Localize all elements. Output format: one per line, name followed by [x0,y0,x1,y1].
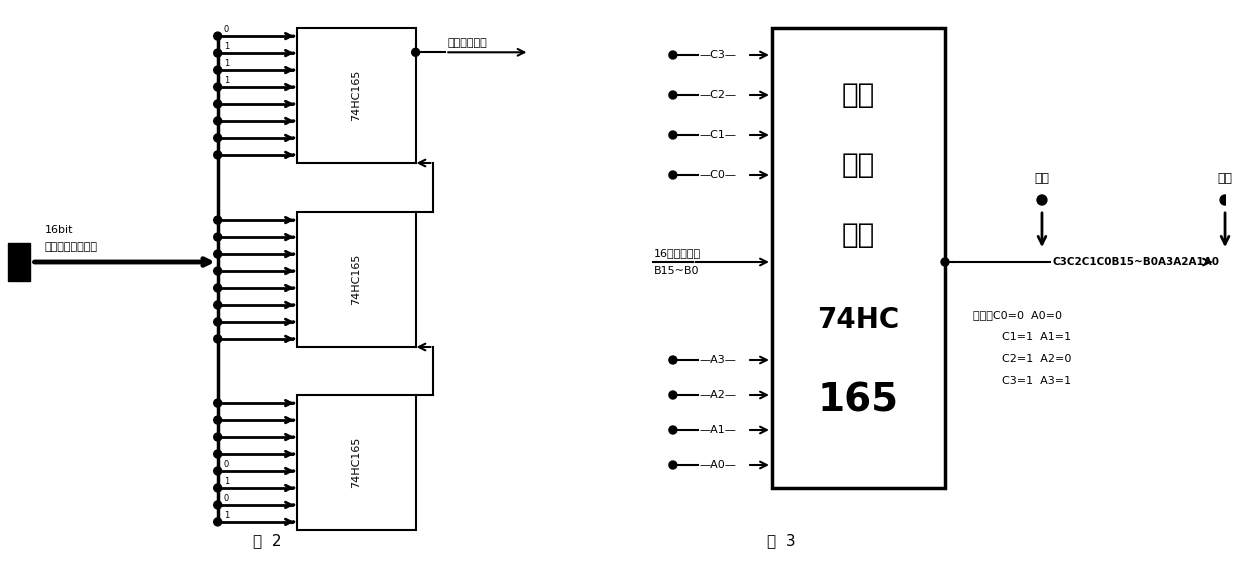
Circle shape [669,461,676,469]
Text: 74HC165: 74HC165 [351,70,362,121]
Circle shape [214,32,222,40]
Circle shape [214,399,222,407]
Circle shape [214,484,222,492]
Bar [297,28,415,163]
Circle shape [214,233,222,241]
Circle shape [214,117,222,125]
Circle shape [214,250,222,258]
Text: 16bit: 16bit [45,225,73,235]
Circle shape [669,51,676,59]
Text: 74HC165: 74HC165 [351,254,362,305]
Text: 其中，C0=0  A0=0: 其中，C0=0 A0=0 [973,310,1062,320]
Text: 74HC: 74HC [818,306,900,334]
Circle shape [214,267,222,275]
Text: C2=1  A2=0: C2=1 A2=0 [1002,354,1072,364]
Circle shape [669,356,676,364]
Circle shape [942,258,949,266]
Text: 165: 165 [818,381,900,419]
Circle shape [214,216,222,224]
Text: —A3—: —A3— [700,355,736,365]
Text: —A0—: —A0— [700,460,736,470]
Text: C3=1  A3=1: C3=1 A3=1 [1002,376,1072,386]
Text: 串并转换输出: 串并转换输出 [447,38,487,48]
Circle shape [214,66,222,74]
Text: 0: 0 [223,460,229,469]
Circle shape [669,391,676,399]
Text: 1: 1 [223,477,229,486]
Text: 转换: 转换 [841,151,875,179]
Circle shape [411,48,420,56]
Circle shape [214,134,222,142]
Text: 图  2: 图 2 [253,533,281,548]
Text: 串并: 串并 [841,81,875,109]
Text: —C2—: —C2— [700,90,737,100]
Bar [7,243,30,281]
Text: 帧尾: 帧尾 [1035,172,1049,185]
Text: —A2—: —A2— [700,390,737,400]
Text: C3C2C1C0B15~B0A3A2A1A0: C3C2C1C0B15~B0A3A2A1A0 [1052,257,1219,267]
Text: 0: 0 [223,25,229,34]
Text: 1: 1 [223,59,229,68]
Circle shape [214,318,222,326]
Text: 1: 1 [223,511,229,520]
Circle shape [214,433,222,441]
Circle shape [214,284,222,292]
Text: —C3—: —C3— [700,50,737,60]
Text: 16路并行输入: 16路并行输入 [654,248,701,258]
Circle shape [214,49,222,57]
Bar [297,212,415,347]
Circle shape [214,83,222,91]
Circle shape [214,335,222,343]
Text: —C0—: —C0— [700,170,737,180]
Circle shape [1220,195,1230,205]
Circle shape [669,171,676,179]
Text: —C1—: —C1— [700,130,737,140]
Circle shape [214,301,222,309]
Circle shape [214,467,222,475]
Circle shape [669,91,676,99]
Text: —A1—: —A1— [700,425,736,435]
Text: 74HC165: 74HC165 [351,437,362,488]
Text: 0: 0 [223,494,229,503]
Circle shape [669,426,676,434]
Circle shape [214,151,222,159]
Circle shape [214,501,222,509]
Circle shape [1037,195,1047,205]
Circle shape [214,416,222,424]
Circle shape [669,131,676,139]
Text: 图  3: 图 3 [767,533,795,548]
Bar [772,28,945,488]
Circle shape [214,100,222,108]
Text: 帧头: 帧头 [1218,172,1233,185]
Circle shape [214,518,222,526]
Text: 1: 1 [223,76,229,85]
Text: C1=1  A1=1: C1=1 A1=1 [1002,332,1072,342]
Bar [297,395,415,530]
Text: 芯片: 芯片 [841,221,875,249]
Text: B15~B0: B15~B0 [654,266,700,276]
Text: 1: 1 [223,42,229,51]
Text: 继电联锁信息输入: 继电联锁信息输入 [45,242,98,252]
Circle shape [214,450,222,458]
